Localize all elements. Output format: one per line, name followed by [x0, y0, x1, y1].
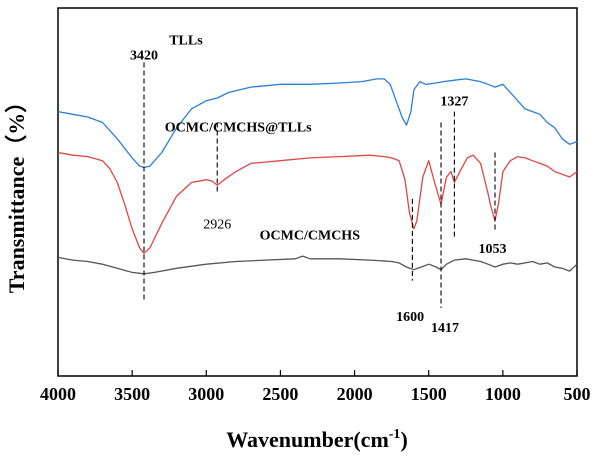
peak-label-2926: 2926: [203, 217, 231, 232]
x-tick-label: 500: [564, 384, 591, 404]
peak-label-1053: 1053: [478, 242, 506, 257]
x-tick-label: 1500: [411, 384, 447, 404]
x-axis-title: Wavenumber(cm-1): [226, 427, 408, 452]
series-label-2: OCMC/CMCHS: [260, 228, 361, 243]
series-layer: [57, 78, 578, 275]
peak-label-1327: 1327: [440, 95, 468, 110]
series-labels: TLLs OCMC/CMCHS@TLLs OCMC/CMCHS: [165, 33, 360, 243]
x-axis-title-close: ): [400, 427, 407, 452]
series-line-0: [57, 78, 578, 169]
x-axis-title-main: Wavenumber(cm: [226, 427, 389, 452]
series-line-2: [57, 255, 578, 275]
peak-annotations: 3420 2926 1600 1417 1327 1053: [130, 48, 506, 336]
peak-label-1417: 1417: [431, 321, 459, 336]
peak-label-3420: 3420: [130, 48, 158, 63]
series-label-0: TLLs: [169, 33, 203, 48]
series-line-1: [57, 151, 578, 254]
x-axis-title-superscript: -1: [389, 427, 401, 442]
x-tick-label: 2000: [337, 384, 373, 404]
x-axis-ticks: 4000 3500 3000 2500 2000 1500 1000 500: [40, 370, 591, 404]
plot-frame: [57, 7, 578, 377]
x-tick-label: 4000: [40, 384, 76, 404]
x-tick-label: 3000: [188, 384, 224, 404]
x-tick-label: 3500: [114, 384, 150, 404]
series-label-1: OCMC/CMCHS@TLLs: [165, 121, 312, 136]
y-axis-title: Transmittance（%）: [4, 91, 29, 293]
x-tick-label: 1000: [485, 384, 521, 404]
x-tick-label: 2500: [262, 384, 298, 404]
peak-label-1600: 1600: [396, 310, 424, 325]
